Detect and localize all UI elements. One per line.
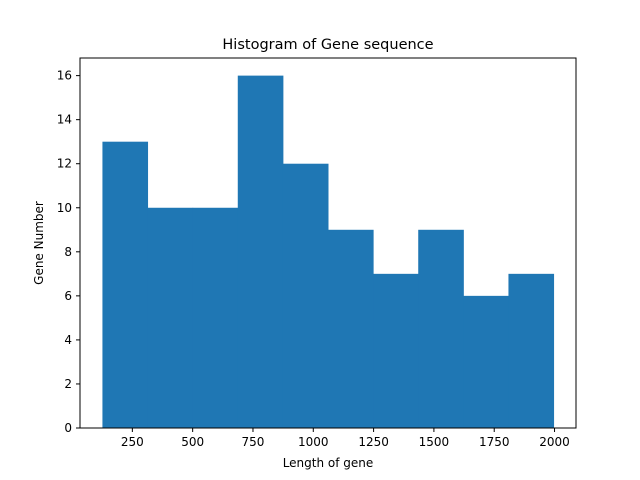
x-tick-label: 1500 — [419, 435, 450, 449]
y-tick-label: 4 — [64, 333, 72, 347]
y-tick-label: 12 — [57, 157, 72, 171]
x-tick-label: 1250 — [358, 435, 389, 449]
histogram-bar — [192, 207, 239, 428]
chart-title: Histogram of Gene sequence — [222, 37, 433, 53]
x-tick-label: 250 — [121, 435, 144, 449]
histogram-bar — [147, 207, 194, 428]
histogram-bar — [237, 75, 284, 428]
x-tick-label: 1000 — [298, 435, 329, 449]
x-axis-ticks: 250 500 750 1000 1250 1500 1750 2000 — [121, 428, 570, 449]
x-axis-label: Length of gene — [283, 456, 374, 470]
histogram-bar — [282, 163, 329, 428]
histogram-bar — [418, 229, 464, 428]
histogram-bar — [328, 229, 374, 428]
histogram-bar — [102, 141, 149, 428]
x-tick-label: 750 — [242, 435, 265, 449]
y-tick-label: 16 — [57, 69, 72, 83]
histogram-bar — [373, 273, 419, 428]
y-tick-label: 0 — [64, 421, 72, 435]
y-axis-label: Gene Number — [32, 201, 46, 285]
y-tick-label: 10 — [57, 201, 72, 215]
x-tick-label: 1750 — [479, 435, 510, 449]
x-tick-label: 2000 — [539, 435, 570, 449]
x-tick-label: 500 — [181, 435, 204, 449]
y-tick-label: 6 — [64, 289, 72, 303]
axes-frame — [79, 57, 577, 429]
histogram-bar — [508, 273, 555, 428]
y-tick-label: 8 — [64, 245, 72, 259]
y-tick-label: 2 — [64, 377, 72, 391]
y-axis-ticks: 0 2 4 6 8 10 12 14 16 — [57, 69, 80, 435]
bars-group — [102, 75, 555, 428]
histogram-bar — [463, 295, 509, 428]
y-tick-label: 14 — [57, 113, 72, 127]
